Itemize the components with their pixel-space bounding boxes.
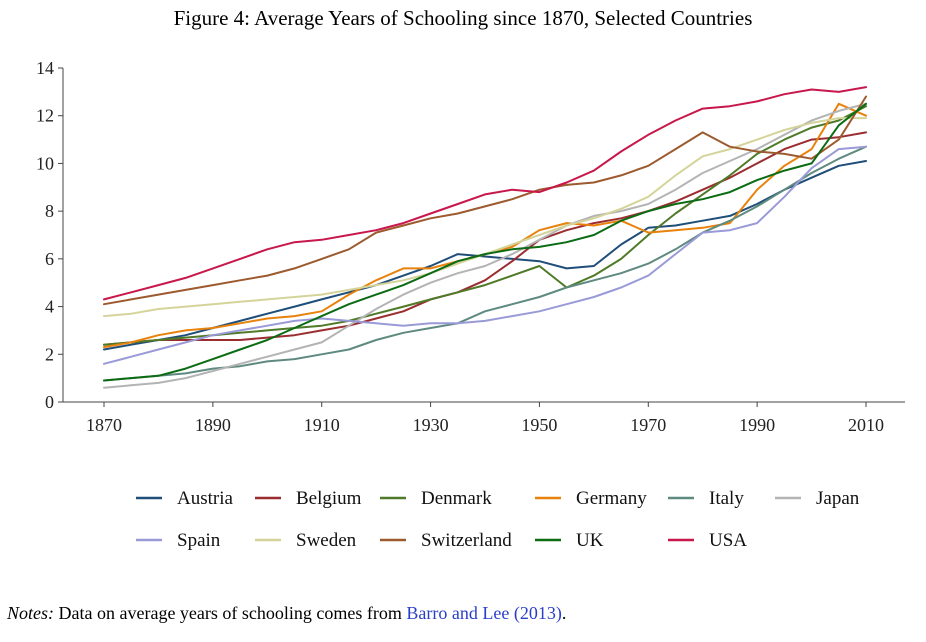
x-tick-label: 1970	[630, 415, 666, 435]
series-line-belgium	[103, 131, 867, 346]
legend-label: UK	[576, 530, 604, 551]
notes: Notes: Data on average years of schoolin…	[7, 603, 566, 624]
legend-item-spain[interactable]: Spain	[136, 530, 221, 551]
x-tick-label: 1870	[86, 415, 122, 435]
legend-label: Switzerland	[421, 530, 512, 551]
legend-label: Germany	[576, 488, 647, 509]
legend-item-denmark[interactable]: Denmark	[380, 488, 492, 509]
y-tick-label: 14	[36, 58, 54, 78]
series-line-usa	[103, 86, 867, 301]
notes-text-end: .	[561, 603, 567, 623]
y-tick-label: 10	[36, 153, 54, 173]
y-tick-label: 6	[45, 249, 54, 269]
y-tick-label: 12	[36, 106, 54, 126]
legend-label: USA	[709, 530, 747, 551]
x-tick-label: 1930	[413, 415, 449, 435]
legend-item-belgium[interactable]: Belgium	[255, 488, 362, 509]
series-line-spain	[103, 145, 867, 365]
legend-item-austria[interactable]: Austria	[136, 488, 234, 509]
legend-item-italy[interactable]: Italy	[668, 488, 744, 509]
series-line-sweden	[103, 117, 867, 318]
figure-title: Figure 4: Average Years of Schooling sin…	[173, 6, 753, 30]
notes-label: Notes:	[7, 603, 54, 623]
legend-item-uk[interactable]: UK	[535, 530, 604, 551]
series-line-denmark	[103, 105, 867, 346]
legend: Austria Belgium Denmark Germany Italy Japan Sp…	[136, 488, 860, 551]
series-line-japan	[103, 102, 867, 389]
legend-label: Denmark	[421, 488, 492, 509]
x-tick-label: 2010	[848, 415, 884, 435]
legend-item-germany[interactable]: Germany	[535, 488, 647, 509]
x-tick-label: 1890	[195, 415, 231, 435]
legend-label: Japan	[816, 488, 860, 509]
x-tick-label: 1910	[304, 415, 340, 435]
legend-item-switzerland[interactable]: Switzerland	[380, 530, 512, 551]
series-layer	[103, 86, 867, 389]
legend-label: Sweden	[296, 530, 357, 551]
legend-label: Italy	[709, 488, 744, 509]
legend-label: Austria	[177, 488, 234, 509]
y-tick-label: 4	[45, 297, 54, 317]
y-tick-label: 0	[45, 392, 54, 412]
legend-item-japan[interactable]: Japan	[775, 488, 860, 509]
legend-label: Belgium	[296, 488, 362, 509]
citation-link[interactable]: Barro and Lee (2013)	[406, 603, 562, 623]
x-tick-label: 1990	[739, 415, 775, 435]
notes-text: Data on average years of schooling comes…	[54, 603, 407, 623]
x-tick-label: 1950	[521, 415, 557, 435]
series-line-uk	[103, 102, 867, 382]
line-chart: 0 2 4 6 8 10 12 14 1870 1890 1910 1930 1950 1970 1990 2…	[36, 58, 905, 551]
legend-label: Spain	[177, 530, 221, 551]
legend-item-usa[interactable]: USA	[668, 530, 747, 551]
series-line-switzerland	[103, 95, 867, 306]
legend-item-sweden[interactable]: Sweden	[255, 530, 357, 551]
chart-axes: 0 2 4 6 8 10 12 14 1870 1890 1910 1930 1950 1970 1990 2…	[36, 58, 905, 435]
y-tick-label: 2	[45, 344, 54, 364]
y-tick-label: 8	[45, 201, 54, 221]
